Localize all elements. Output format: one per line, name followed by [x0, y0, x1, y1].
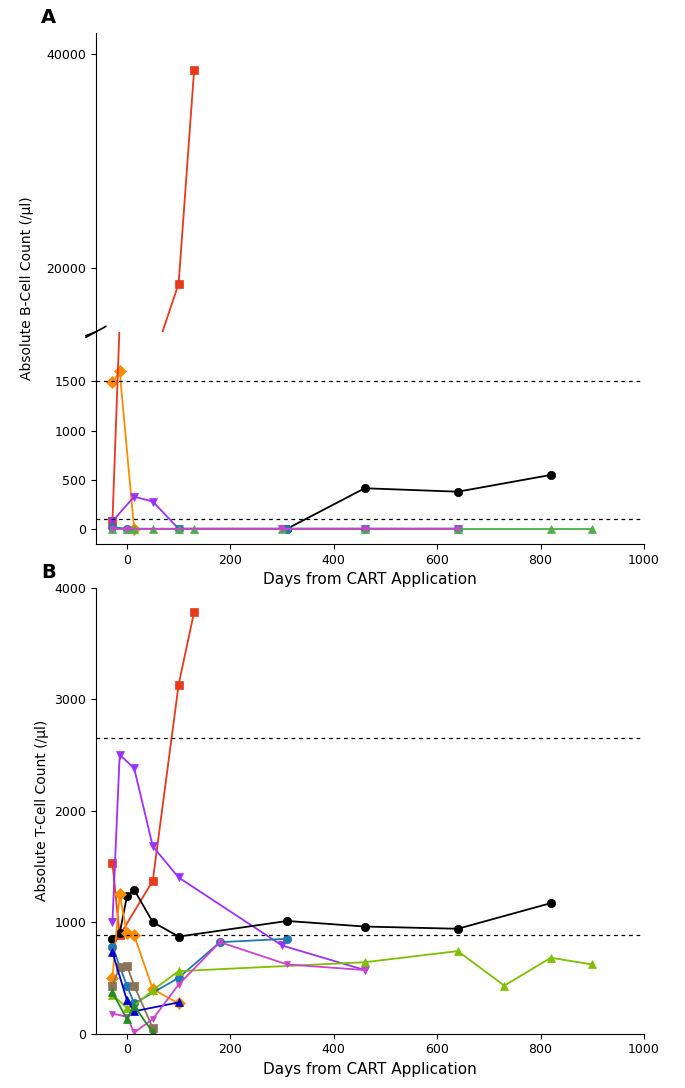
Text: Absolute B-Cell Count (/µl): Absolute B-Cell Count (/µl) — [21, 197, 34, 380]
X-axis label: Days from CART Application: Days from CART Application — [263, 572, 477, 588]
Text: B: B — [41, 564, 56, 582]
Text: A: A — [41, 9, 56, 27]
X-axis label: Days from CART Application: Days from CART Application — [263, 1062, 477, 1077]
Y-axis label: Absolute T-Cell Count (/µl): Absolute T-Cell Count (/µl) — [35, 720, 49, 901]
